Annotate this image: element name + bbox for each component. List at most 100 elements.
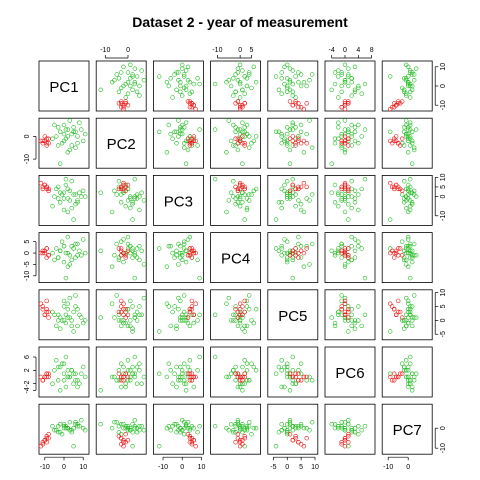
panel-pc4-pc6 bbox=[324, 232, 376, 284]
point-s1-3-pc7-pc4 bbox=[240, 442, 245, 447]
point-s0-19-pc5-pc1 bbox=[80, 320, 86, 326]
point-s0-28-pc3-pc2 bbox=[128, 194, 133, 199]
right-tick-label-pc5: 10 bbox=[440, 289, 447, 297]
point-s0-5-pc3-pc4 bbox=[240, 200, 245, 205]
point-s1-4-pc1-pc2 bbox=[116, 101, 122, 106]
point-s0-25-pc2-pc5 bbox=[285, 125, 290, 130]
point-s0-20-pc1-pc6 bbox=[342, 77, 348, 83]
point-s0-11-pc6-pc4 bbox=[249, 361, 254, 366]
panel-pc7-pc4 bbox=[210, 403, 262, 455]
point-s0-12-pc6-pc4 bbox=[240, 381, 245, 386]
point-s0-28-pc4-pc2 bbox=[128, 250, 133, 256]
point-s0-12-pc4-pc1 bbox=[77, 248, 82, 254]
point-s0-19-pc3-pc7 bbox=[406, 188, 411, 194]
point-s1-4-pc7-pc4 bbox=[242, 434, 247, 439]
point-s1-8-pc1-pc4 bbox=[237, 104, 243, 110]
point-s0-2-pc1-pc3 bbox=[168, 76, 173, 81]
right-tick-label-pc3: -10 bbox=[440, 211, 447, 221]
point-s1-5-pc4-pc5 bbox=[301, 250, 307, 256]
point-s1-3-pc3-pc5 bbox=[298, 184, 304, 190]
point-s0-23-pc4-pc7 bbox=[408, 275, 413, 281]
point-s0-23-pc7-pc5 bbox=[290, 424, 295, 429]
point-s0-16-pc7-pc6 bbox=[339, 426, 344, 431]
point-s1-8-pc2-pc6 bbox=[339, 138, 344, 144]
point-s0-12-pc7-pc2 bbox=[139, 424, 144, 429]
point-s0-22-pc4-pc7 bbox=[388, 246, 393, 251]
point-s0-28-pc5-pc3 bbox=[180, 318, 185, 323]
point-s0-23-pc3-pc6 bbox=[362, 177, 368, 182]
point-s0-13-pc4-pc3 bbox=[164, 264, 170, 269]
point-s0-29-pc3-pc6 bbox=[356, 207, 361, 213]
point-s0-5-pc2-pc5 bbox=[276, 129, 282, 135]
point-s0-29-pc6-pc4 bbox=[244, 361, 250, 366]
point-s0-9-pc3-pc6 bbox=[332, 182, 338, 188]
point-s0-21-pc6-pc1 bbox=[57, 388, 63, 393]
point-s0-23-pc7-pc2 bbox=[132, 424, 138, 429]
left-tick-label-pc4: 5 bbox=[24, 240, 31, 244]
point-s0-12-pc4-pc2 bbox=[139, 248, 144, 254]
point-s0-13-pc1-pc2 bbox=[109, 79, 115, 85]
point-s1-9-pc4-pc7 bbox=[396, 246, 401, 251]
point-s1-6-pc2-pc5 bbox=[287, 136, 293, 141]
point-s0-24-pc5-pc7 bbox=[412, 293, 417, 298]
point-s0-6-pc2-pc3 bbox=[185, 147, 191, 153]
point-s0-16-pc5-pc3 bbox=[178, 298, 183, 304]
point-s0-12-pc7-pc4 bbox=[240, 424, 245, 429]
point-s0-4-pc5-pc2 bbox=[134, 309, 140, 315]
point-s0-17-pc1-pc4 bbox=[231, 76, 236, 81]
point-s0-12-pc2-pc4 bbox=[240, 120, 245, 125]
point-s0-15-pc7-pc2 bbox=[132, 418, 138, 423]
point-s0-9-pc2-pc5 bbox=[282, 136, 287, 141]
point-s0-4-pc1-pc5 bbox=[293, 74, 298, 79]
panel-pc2-pc4 bbox=[210, 117, 262, 169]
point-s1-2-pc7-pc4 bbox=[237, 438, 243, 443]
diagonal-label-pc2: PC2 bbox=[107, 136, 136, 153]
point-s0-29-pc2-pc4 bbox=[244, 122, 250, 128]
point-s0-14-pc6-pc2 bbox=[125, 358, 131, 363]
panel-grid: PC1 PC2 PC3 PC4 PC5 PC6 PC7 -10 0 -10 0 5 -4 0 4 8 -10 0 1… bbox=[24, 47, 447, 471]
point-s1-9-pc3-pc5 bbox=[304, 184, 309, 190]
point-s1-8-pc7-pc6 bbox=[339, 440, 344, 445]
point-s0-20-pc7-pc4 bbox=[226, 428, 232, 433]
point-s0-25-pc1-pc7 bbox=[402, 89, 407, 95]
point-s0-29-pc4-pc2 bbox=[137, 244, 142, 249]
point-s0-22-pc3-pc6 bbox=[346, 217, 351, 222]
point-s0-21-pc6-pc5 bbox=[287, 388, 293, 393]
point-s1-8-pc4-pc1 bbox=[40, 250, 45, 256]
point-s1-9-pc1-pc3 bbox=[189, 101, 195, 106]
point-s0-28-pc6-pc2 bbox=[128, 374, 133, 380]
point-s0-27-pc5-pc7 bbox=[410, 323, 415, 329]
point-s1-8-pc2-pc1 bbox=[40, 138, 45, 144]
point-s0-7-pc5-pc4 bbox=[247, 307, 252, 312]
point-s0-5-pc5-pc6 bbox=[352, 326, 358, 331]
point-s1-5-pc6-pc2 bbox=[121, 374, 126, 380]
point-s0-21-pc1-pc6 bbox=[329, 87, 334, 93]
point-s0-20-pc1-pc2 bbox=[141, 77, 147, 83]
point-s0-17-pc2-pc4 bbox=[231, 143, 236, 148]
point-s0-28-pc3-pc7 bbox=[404, 194, 409, 199]
point-s0-3-pc6-pc4 bbox=[228, 371, 234, 376]
point-s1-9-pc5-pc2 bbox=[118, 298, 124, 304]
point-s0-16-pc5-pc6 bbox=[339, 298, 344, 304]
point-s0-28-pc7-pc6 bbox=[342, 428, 348, 433]
point-s0-18-pc3-pc5 bbox=[293, 204, 298, 209]
point-s0-26-pc4-pc6 bbox=[349, 234, 354, 240]
point-s0-17-pc4-pc5 bbox=[285, 257, 290, 263]
point-s0-11-pc7-pc6 bbox=[356, 432, 361, 437]
point-s0-6-pc7-pc6 bbox=[342, 420, 348, 425]
point-s0-10-pc1-pc4 bbox=[233, 72, 238, 77]
point-s0-15-pc3-pc1 bbox=[79, 194, 84, 199]
point-s0-25-pc3-pc1 bbox=[55, 196, 61, 201]
point-s0-15-pc4-pc2 bbox=[132, 253, 138, 258]
point-s0-27-pc1-pc5 bbox=[279, 70, 284, 75]
point-s0-23-pc1-pc6 bbox=[362, 81, 368, 87]
point-s0-15-pc5-pc2 bbox=[132, 315, 138, 320]
point-s0-5-pc2-pc4 bbox=[240, 129, 245, 135]
point-s0-19-pc3-pc1 bbox=[80, 188, 86, 194]
point-s0-17-pc4-pc3 bbox=[195, 257, 200, 263]
point-s0-25-pc4-pc6 bbox=[352, 255, 358, 260]
bottom-tick-label-pc7: -10 bbox=[383, 464, 393, 471]
point-s0-23-pc3-pc2 bbox=[132, 177, 138, 182]
bottom-tick-label-pc3: -10 bbox=[158, 464, 168, 471]
point-s0-25-pc7-pc6 bbox=[352, 430, 358, 435]
